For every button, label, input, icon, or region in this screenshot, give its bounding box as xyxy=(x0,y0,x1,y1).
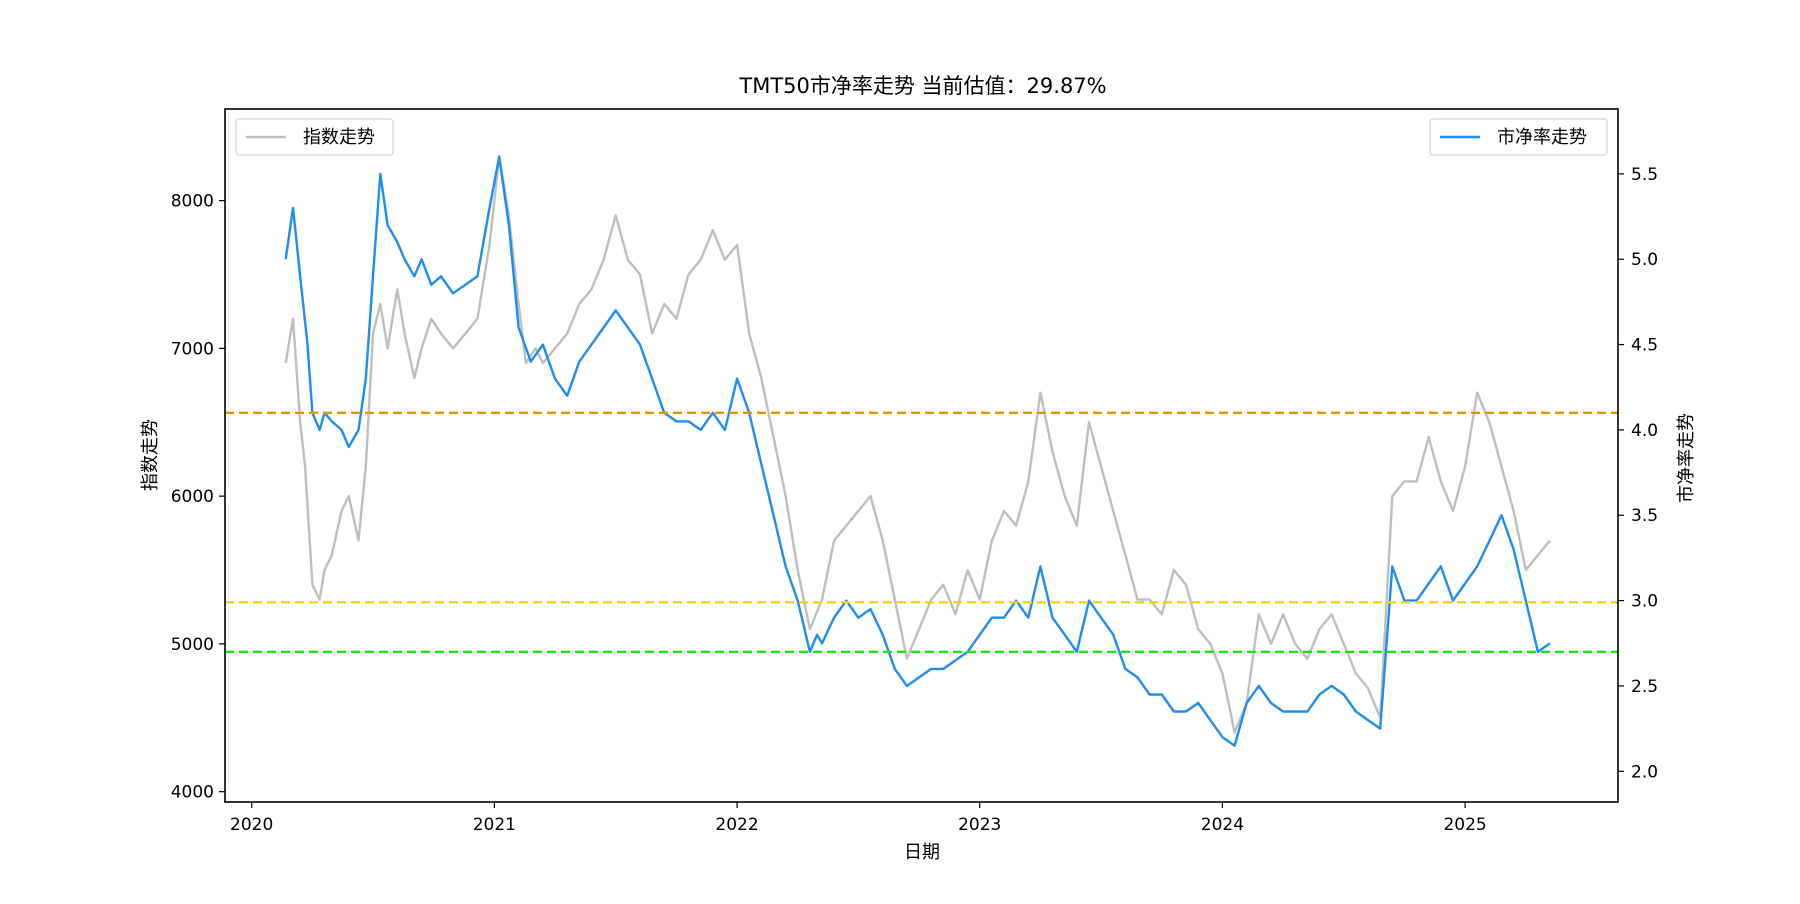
legend-right: 市净率走势 xyxy=(1429,118,1608,156)
x-tick-label: 2024 xyxy=(1201,815,1244,835)
legend-left-label: 指数走势 xyxy=(303,127,375,148)
y-axis-right-label: 市净率走势 xyxy=(1676,413,1697,503)
x-tick-label: 2025 xyxy=(1443,815,1486,835)
y-left-tick-label: 7000 xyxy=(171,339,214,359)
legend-left-box xyxy=(235,118,394,156)
plot-frame xyxy=(224,108,1619,803)
series-line-pb xyxy=(284,155,1551,747)
y-right-tick-label: 4.0 xyxy=(1631,421,1658,441)
y-right-tick-label: 2.5 xyxy=(1631,677,1658,697)
chart-title: TMT50市净率走势 当前估值：29.87% xyxy=(738,74,1106,98)
y-axis-left-label: 指数走势 xyxy=(140,419,161,491)
x-tick-label: 2020 xyxy=(230,815,273,835)
y-right-tick-label: 3.0 xyxy=(1631,592,1658,612)
y-left-tick-label: 5000 xyxy=(171,635,214,655)
y-left-tick-label: 6000 xyxy=(171,487,214,507)
y-left-tick-label: 4000 xyxy=(171,783,214,803)
x-tick-label: 2021 xyxy=(473,815,516,835)
legend-right-label: 市净率走势 xyxy=(1497,127,1587,148)
y-right-tick-label: 5.5 xyxy=(1631,165,1658,185)
x-tick-label: 2022 xyxy=(715,815,758,835)
y-right-tick-label: 4.5 xyxy=(1631,336,1658,356)
x-axis-label: 日期 xyxy=(904,842,940,863)
legend-right-box xyxy=(1429,118,1608,156)
x-tick-label: 2023 xyxy=(958,815,1001,835)
series-line-index xyxy=(284,155,1551,734)
y-right-tick-label: 5.0 xyxy=(1631,250,1658,270)
legend-left: 指数走势 xyxy=(235,118,394,156)
y-left-tick-label: 8000 xyxy=(171,192,214,212)
y-right-tick-label: 3.5 xyxy=(1631,506,1658,526)
y-right-tick-label: 2.0 xyxy=(1631,762,1658,782)
